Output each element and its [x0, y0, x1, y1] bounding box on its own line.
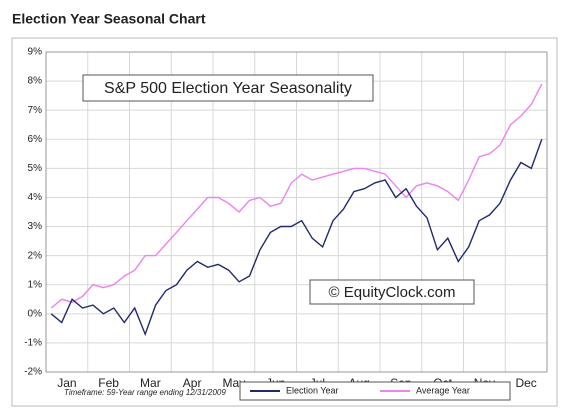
y-tick-label: 6%: [28, 134, 43, 145]
legend-label: Election Year: [286, 385, 339, 395]
subtitle-box: [82, 74, 374, 102]
y-tick-label: 8%: [28, 76, 43, 87]
y-tick-label: 4%: [28, 192, 43, 203]
y-tick-label: 1%: [28, 279, 43, 290]
y-tick-label: -1%: [24, 338, 42, 349]
watermark: © EquityClock.com: [329, 284, 456, 301]
legend-label: Average Year: [416, 385, 470, 395]
y-tick-label: 0%: [28, 308, 43, 319]
series-line: [50, 139, 543, 337]
footnote: Timeframe: 59-Year range ending 12/31/20…: [64, 388, 226, 397]
x-tick-label: Apr: [183, 376, 202, 390]
x-tick-label: Feb: [98, 376, 119, 390]
plot-border: [45, 51, 548, 373]
x-tick-label: Dec: [515, 376, 536, 390]
series-line: [50, 83, 543, 309]
y-tick-label: 5%: [28, 163, 43, 174]
y-tick-label: 2%: [28, 250, 43, 261]
y-tick-label: 3%: [28, 221, 43, 232]
legend-box: [239, 381, 511, 401]
chart-subtitle: S&P 500 Election Year Seasonality: [104, 80, 352, 97]
y-tick-label: -2%: [24, 367, 42, 378]
y-tick-label: 7%: [28, 105, 43, 116]
y-tick-label: 9%: [28, 47, 43, 58]
chart-title: Election Year Seasonal Chart: [12, 11, 206, 27]
x-tick-label: Jan: [57, 376, 76, 390]
x-tick-label: Mar: [140, 376, 161, 390]
watermark-box: [309, 279, 475, 305]
